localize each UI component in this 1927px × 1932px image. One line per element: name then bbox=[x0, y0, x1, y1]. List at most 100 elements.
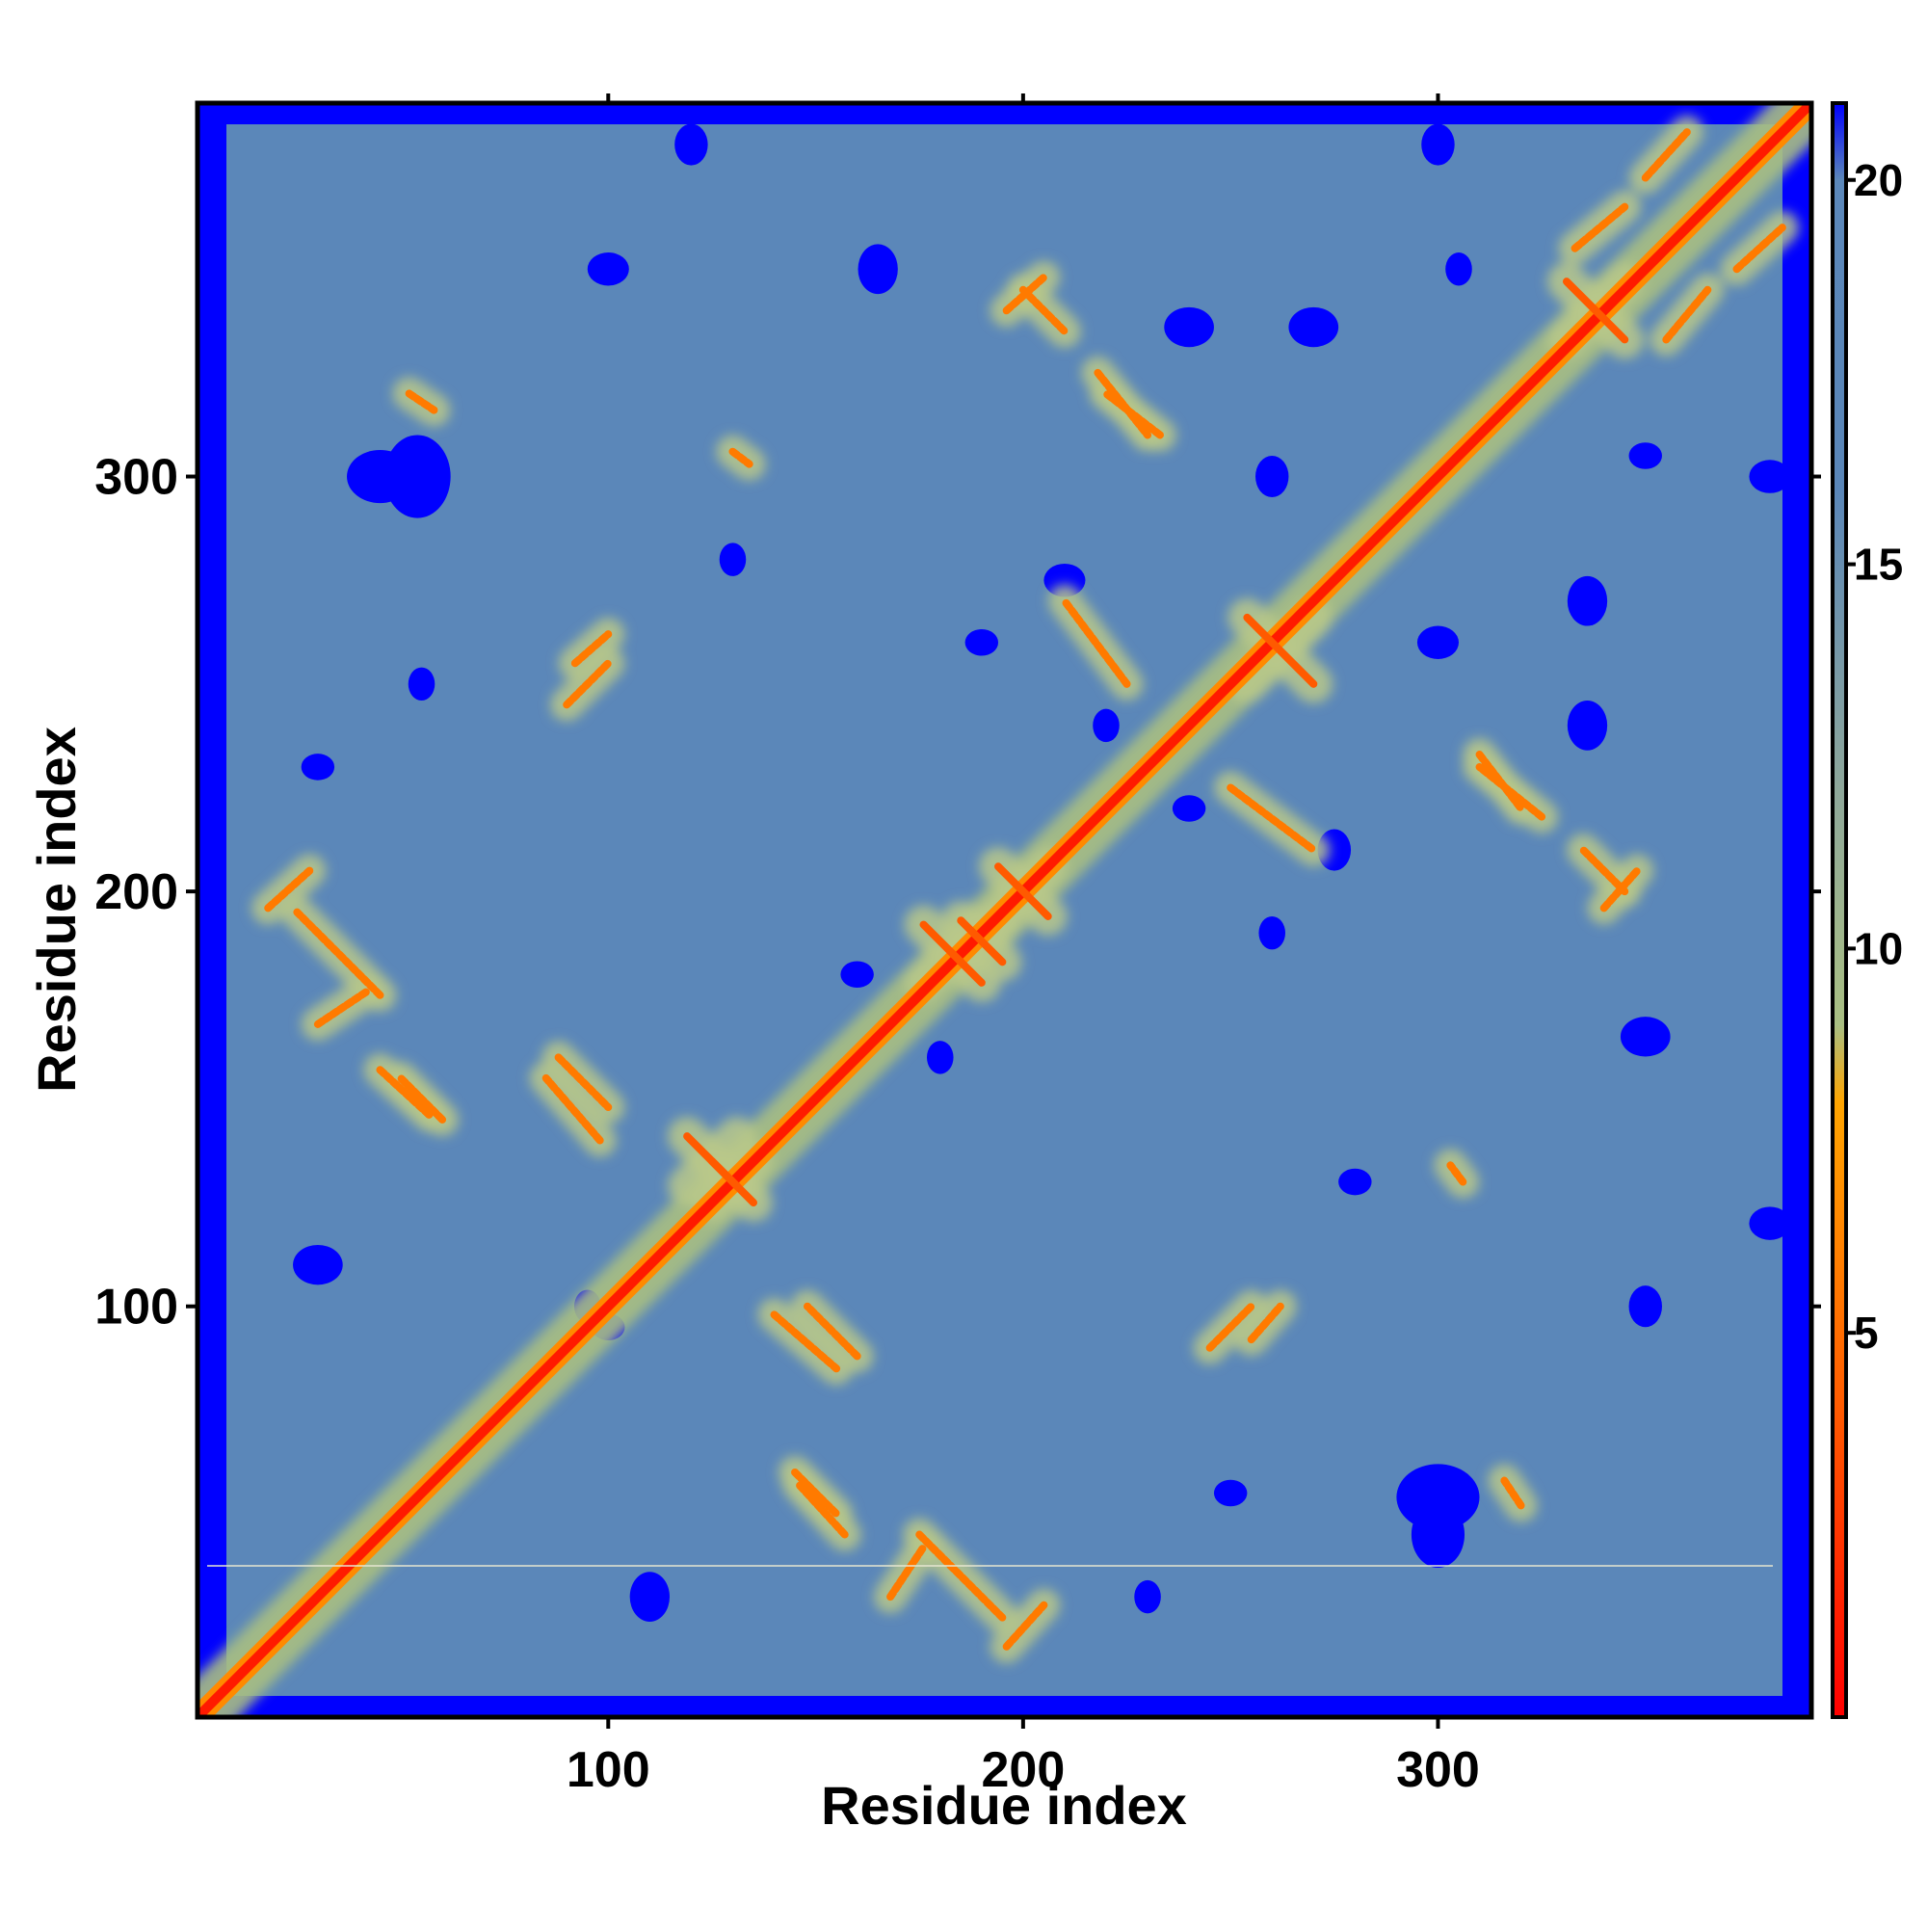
y-axis: 100 200 300 bbox=[94, 450, 1821, 1336]
strand-contact bbox=[1599, 866, 1642, 913]
strand-contact bbox=[563, 659, 613, 709]
strand-contact-mirror bbox=[1101, 389, 1164, 439]
far-patch-mirror bbox=[1567, 575, 1608, 626]
strand-contact-mirror bbox=[541, 1073, 604, 1145]
far-patch-mirror bbox=[1628, 1285, 1662, 1328]
strand-contact-mirror bbox=[1500, 1476, 1525, 1510]
strand-contact-mirror bbox=[803, 1302, 861, 1361]
strand-contact bbox=[728, 447, 753, 468]
far-patch bbox=[587, 252, 629, 286]
far-patch bbox=[1620, 1017, 1671, 1057]
strand-contact-mirror bbox=[1060, 596, 1131, 688]
far-patch-mirror bbox=[719, 543, 747, 576]
x-axis: 100 200 300 bbox=[567, 93, 1480, 1798]
strand-contact bbox=[915, 1530, 1007, 1622]
far-patch bbox=[1164, 306, 1214, 348]
far-patch-mirror bbox=[1445, 252, 1472, 286]
strand-contact-mirror bbox=[886, 1543, 928, 1601]
x-tick-label: 200 bbox=[981, 1742, 1065, 1798]
strand-contact bbox=[1475, 751, 1525, 813]
far-border-left bbox=[198, 103, 226, 1717]
strand-contact-mirror bbox=[1002, 1601, 1048, 1651]
far-border-right bbox=[1782, 103, 1811, 1717]
heatmap-plot-area bbox=[195, 100, 1927, 1720]
far-patch bbox=[301, 754, 335, 781]
helix-contact bbox=[1243, 613, 1318, 688]
far-patch-mirror bbox=[383, 435, 451, 518]
y-tick-label: 200 bbox=[94, 864, 178, 920]
strand-contact-mirror bbox=[795, 1480, 849, 1539]
colorbar-ticks: 5 10 15 20 bbox=[1846, 155, 1903, 1358]
colorbar: 5 10 15 20 bbox=[1831, 101, 1903, 1719]
strand-contact bbox=[376, 1066, 435, 1120]
strand-contact bbox=[405, 389, 438, 414]
far-patch-mirror bbox=[858, 244, 898, 295]
y-axis-label: Residue index bbox=[26, 727, 87, 1093]
far-patch bbox=[840, 961, 874, 989]
strand-contact bbox=[1571, 202, 1629, 252]
strand-contact bbox=[770, 1310, 841, 1373]
far-patch-mirror bbox=[1567, 701, 1608, 751]
diagonal-contacts bbox=[198, 103, 1811, 1717]
far-patch bbox=[1628, 442, 1662, 469]
far-patch bbox=[1749, 460, 1791, 493]
y-tick-label: 100 bbox=[94, 1280, 178, 1336]
far-patch-mirror bbox=[1134, 1579, 1161, 1614]
helix-contact bbox=[919, 920, 986, 987]
y-tick-label: 300 bbox=[94, 450, 178, 506]
strand-contact-mirror bbox=[293, 908, 384, 999]
strand-contact-mirror bbox=[1446, 1161, 1467, 1186]
strand-contact-mirror bbox=[1641, 128, 1691, 182]
strand-contact bbox=[1018, 285, 1069, 335]
strand-contact-mirror bbox=[1662, 285, 1712, 344]
strand-contact bbox=[1227, 783, 1318, 855]
far-border-top bbox=[198, 103, 1811, 124]
far-patch-mirror bbox=[1421, 123, 1455, 166]
strand-contact-mirror bbox=[1579, 846, 1629, 896]
plot-frame bbox=[195, 100, 1814, 1720]
far-patch bbox=[1749, 1206, 1791, 1240]
far-border-bottom bbox=[198, 1696, 1811, 1717]
strand-contact-mirror bbox=[570, 630, 613, 668]
far-patch bbox=[1338, 1168, 1372, 1196]
strand-contact-mirror bbox=[1205, 1302, 1255, 1352]
strand-contact bbox=[313, 987, 372, 1028]
far-patch bbox=[1919, 1293, 1927, 1320]
far-patch-mirror bbox=[674, 123, 708, 166]
far-patch-mirror bbox=[629, 1572, 671, 1622]
far-distance-layer bbox=[198, 103, 1927, 1717]
x-tick-label: 100 bbox=[567, 1742, 650, 1798]
colorbar-tick-label: 10 bbox=[1854, 923, 1903, 973]
strand-contact bbox=[264, 866, 314, 913]
far-patch bbox=[1288, 306, 1339, 348]
colorbar-gradient bbox=[1831, 101, 1848, 1719]
colorbar-tick-label: 15 bbox=[1854, 540, 1903, 590]
far-patch-mirror bbox=[1255, 456, 1289, 498]
x-axis-label: Residue index bbox=[821, 1775, 1187, 1836]
helix-contact bbox=[683, 1132, 741, 1190]
strand-contact-mirror bbox=[396, 1073, 447, 1124]
far-patch bbox=[1396, 1464, 1480, 1531]
far-patch-mirror bbox=[1258, 915, 1286, 950]
strand-contact bbox=[791, 1468, 841, 1519]
far-patch-mirror bbox=[1093, 708, 1120, 743]
helix-contact bbox=[994, 862, 1052, 920]
contact-layer bbox=[198, 103, 1811, 1717]
helix-contact bbox=[957, 916, 1007, 966]
far-patch bbox=[1172, 795, 1206, 822]
far-patch-mirror bbox=[926, 1041, 954, 1074]
colorbar-tick-label: 20 bbox=[1854, 155, 1903, 205]
far-patch bbox=[1416, 625, 1459, 659]
far-patch bbox=[964, 628, 999, 656]
strand-contact bbox=[1247, 1302, 1284, 1344]
colorbar-tick-label: 5 bbox=[1854, 1308, 1879, 1358]
strand-contact-mirror bbox=[1002, 273, 1048, 315]
strand-contact bbox=[554, 1053, 613, 1112]
far-patch bbox=[293, 1244, 343, 1285]
x-tick-label: 300 bbox=[1396, 1742, 1480, 1798]
helix-contact bbox=[1562, 278, 1629, 344]
strand-contact bbox=[1732, 224, 1786, 274]
far-patch bbox=[1213, 1479, 1248, 1507]
